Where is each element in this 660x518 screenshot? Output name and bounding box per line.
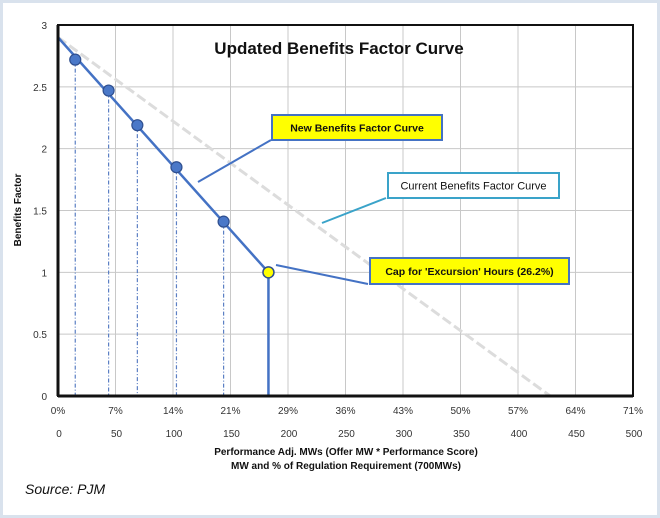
x-pct-tick-label: 57% <box>508 406 528 417</box>
x-pct-tick-label: 29% <box>278 406 298 417</box>
drop-lines <box>74 59 225 396</box>
new-callout-text: New Benefits Factor Curve <box>290 123 424 135</box>
x-pct-tick-label: 21% <box>220 406 240 417</box>
cap-callout-box <box>369 257 570 285</box>
x-pct-tick-label: 43% <box>393 406 413 417</box>
current-curve-line <box>57 36 552 398</box>
x-tick-label: 50 <box>111 429 123 440</box>
x-tick-label: 350 <box>453 429 470 440</box>
x-tick-label: 300 <box>396 429 413 440</box>
x-axis-label: Performance Adj. MWs (Offer MW * Perform… <box>214 447 478 458</box>
x-tick-label: 0 <box>56 429 62 440</box>
x-pct-tick-label: 71% <box>623 406 643 417</box>
data-point <box>69 53 82 66</box>
new-callout-box <box>271 114 443 141</box>
current-callout-box <box>387 172 560 199</box>
y-tick-label: 3 <box>41 21 47 32</box>
source-caption: Source: PJM <box>25 481 106 497</box>
x-pct-tick-label: 0% <box>51 406 66 417</box>
x-pct-tick-label: 64% <box>565 406 585 417</box>
new-curve-line <box>57 36 270 274</box>
x-pct-tick-label: 36% <box>335 406 355 417</box>
data-point <box>217 215 230 228</box>
x-pct-tick-label: 7% <box>108 406 123 417</box>
chart-title: Updated Benefits Factor Curve <box>214 39 463 58</box>
x-pct-tick-label: 14% <box>163 406 183 417</box>
annotations: New Benefits Factor Curve Current Benefit… <box>197 114 570 285</box>
x-pct-tick-label: 50% <box>450 406 470 417</box>
x-tick-label: 400 <box>511 429 528 440</box>
data-point <box>131 119 144 132</box>
x-tick-label: 250 <box>338 429 355 440</box>
cap-callout-leader <box>275 264 369 285</box>
data-point <box>170 161 183 174</box>
x-tick-label: 150 <box>223 429 240 440</box>
x-tick-label: 100 <box>166 429 183 440</box>
y-tick-label: 2.5 <box>33 83 47 94</box>
current-callout-leader <box>321 197 387 224</box>
y-tick-label: 0 <box>41 392 47 403</box>
grid <box>58 25 633 396</box>
y-tick-label: 2 <box>41 145 47 156</box>
y-tick-label: 1 <box>41 268 47 279</box>
x-tick-label: 200 <box>281 429 298 440</box>
data-point <box>102 84 115 97</box>
cap-point <box>262 266 275 279</box>
new-callout-leader <box>197 139 272 183</box>
axes <box>56 24 634 398</box>
current-curve-group <box>57 36 552 398</box>
x-tick-label: 500 <box>626 429 643 440</box>
y-tick-label: 1.5 <box>33 207 47 218</box>
new-curve-group <box>57 36 275 396</box>
cap-callout-text: Cap for 'Excursion' Hours (26.2%) <box>385 266 553 278</box>
y-axis-label: Benefits Factor <box>13 173 24 246</box>
y-tick-label: 0.5 <box>33 330 47 341</box>
x-axis-label-2: MW and % of Regulation Requirement (700M… <box>231 461 461 472</box>
current-callout-text: Current Benefits Factor Curve <box>400 181 546 193</box>
x-tick-label: 450 <box>568 429 585 440</box>
tick-labels: 0 0.5 1 1.5 2 2.5 3 0% 0 7% 50 14% 100 21% 150 29% 200 36… <box>33 21 643 440</box>
